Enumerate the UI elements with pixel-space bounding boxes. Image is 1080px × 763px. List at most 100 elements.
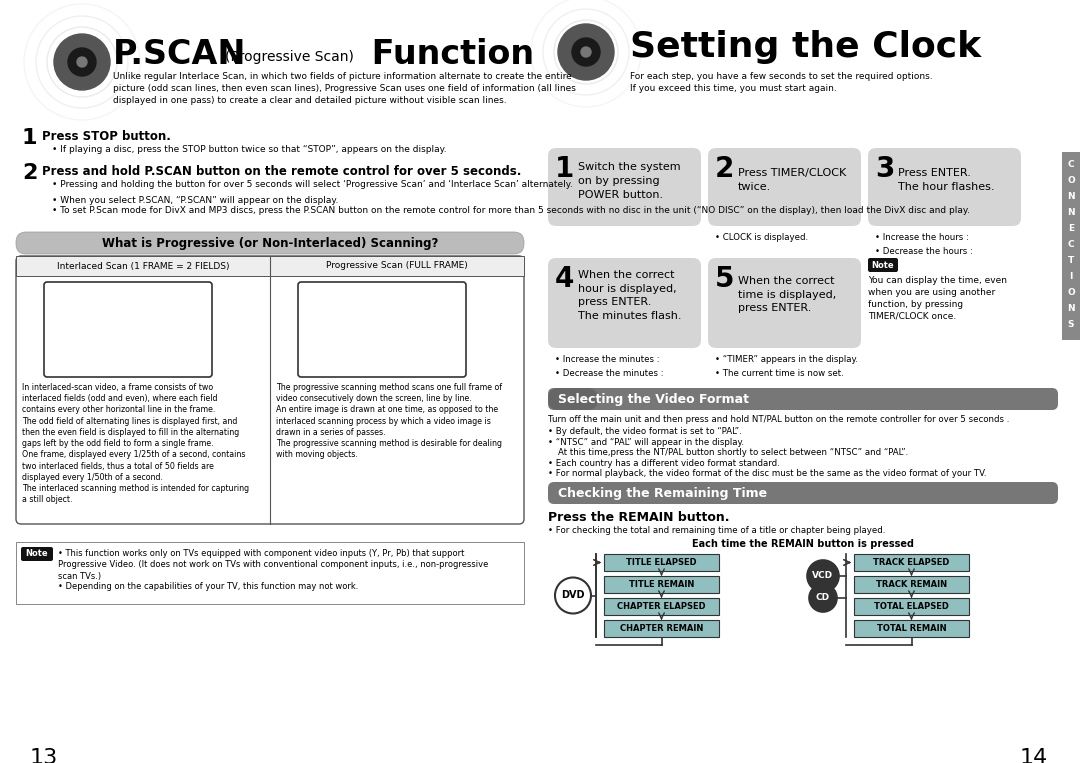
Text: Press TIMER/CLOCK
twice.: Press TIMER/CLOCK twice. — [738, 168, 847, 192]
Text: Press the REMAIN button.: Press the REMAIN button. — [548, 511, 729, 524]
Circle shape — [572, 38, 600, 66]
Text: What is Progressive (or Non-Interlaced) Scanning?: What is Progressive (or Non-Interlaced) … — [102, 237, 438, 250]
Bar — [604, 554, 719, 571]
FancyBboxPatch shape — [298, 282, 465, 377]
Text: 1: 1 — [555, 155, 575, 183]
Text: DVD: DVD — [562, 591, 584, 600]
FancyBboxPatch shape — [868, 258, 897, 272]
Bar — [854, 554, 969, 571]
Text: O: O — [1067, 288, 1075, 297]
Text: • Decrease the hours :: • Decrease the hours : — [875, 247, 973, 256]
FancyBboxPatch shape — [708, 148, 861, 226]
Text: 3: 3 — [875, 155, 894, 183]
Text: Switch the system
on by pressing
POWER button.: Switch the system on by pressing POWER b… — [578, 162, 680, 200]
Text: O: O — [1067, 176, 1075, 185]
Text: Turn off the main unit and then press and hold NT/PAL button on the remote contr: Turn off the main unit and then press an… — [548, 415, 1010, 424]
FancyBboxPatch shape — [868, 148, 1021, 226]
Circle shape — [581, 47, 591, 57]
Text: 4: 4 — [555, 265, 575, 293]
Text: • If playing a disc, press the STOP button twice so that “STOP”, appears on the : • If playing a disc, press the STOP butt… — [52, 145, 447, 154]
Text: You can display the time, even
when you are using another
function, by pressing
: You can display the time, even when you … — [868, 276, 1007, 320]
Text: For each step, you have a few seconds to set the required options.
If you exceed: For each step, you have a few seconds to… — [630, 72, 933, 93]
Text: CD: CD — [815, 594, 831, 603]
Text: CHAPTER REMAIN: CHAPTER REMAIN — [620, 624, 703, 633]
Text: 5: 5 — [715, 265, 734, 293]
FancyBboxPatch shape — [548, 388, 1058, 410]
Circle shape — [54, 34, 110, 90]
Circle shape — [809, 584, 837, 612]
Text: The progressive scanning method scans one full frame of
video consecutively down: The progressive scanning method scans on… — [276, 383, 502, 459]
FancyBboxPatch shape — [21, 547, 53, 561]
Text: • For normal playback, the video format of the disc must be the same as the vide: • For normal playback, the video format … — [548, 469, 986, 478]
Text: TITLE REMAIN: TITLE REMAIN — [629, 580, 694, 589]
Text: Note: Note — [872, 260, 894, 269]
Bar — [854, 576, 969, 593]
Text: Unlike regular Interlace Scan, in which two fields of picture information altern: Unlike regular Interlace Scan, in which … — [113, 72, 576, 105]
Text: ●: ● — [565, 389, 581, 408]
FancyBboxPatch shape — [548, 258, 701, 348]
Text: CHAPTER ELAPSED: CHAPTER ELAPSED — [617, 602, 706, 611]
FancyBboxPatch shape — [548, 482, 1058, 504]
Bar — [604, 598, 719, 615]
Text: • When you select P.SCAN, “P.SCAN” will appear on the display.: • When you select P.SCAN, “P.SCAN” will … — [52, 196, 338, 205]
Text: Function: Function — [360, 38, 535, 72]
Bar — [854, 598, 969, 615]
Text: TOTAL REMAIN: TOTAL REMAIN — [877, 624, 946, 633]
FancyBboxPatch shape — [708, 258, 861, 348]
Text: P.SCAN: P.SCAN — [113, 38, 246, 72]
Text: Each time the REMAIN button is pressed: Each time the REMAIN button is pressed — [692, 539, 914, 549]
Text: • CLOCK is displayed.: • CLOCK is displayed. — [715, 233, 808, 242]
Bar — [16, 256, 270, 276]
Text: N: N — [1067, 304, 1075, 313]
Text: 14: 14 — [1020, 748, 1048, 763]
Circle shape — [68, 48, 96, 76]
Circle shape — [77, 57, 87, 67]
Bar — [16, 542, 524, 604]
Text: At this time,press the NT/PAL button shortly to select between “NTSC” and “PAL”.: At this time,press the NT/PAL button sho… — [558, 448, 908, 457]
Text: • Decrease the minutes :: • Decrease the minutes : — [555, 369, 663, 378]
Bar — [604, 620, 719, 637]
Text: • Increase the minutes :: • Increase the minutes : — [555, 355, 660, 364]
Text: TRACK ELAPSED: TRACK ELAPSED — [874, 558, 949, 567]
Text: • Depending on the capabilities of your TV, this function may not work.: • Depending on the capabilities of your … — [58, 582, 359, 591]
FancyBboxPatch shape — [16, 256, 524, 524]
Text: • Each country has a different video format standard.: • Each country has a different video for… — [548, 459, 780, 468]
FancyBboxPatch shape — [548, 148, 701, 226]
Text: Selecting the Video Format: Selecting the Video Format — [558, 392, 750, 405]
Circle shape — [558, 24, 615, 80]
FancyBboxPatch shape — [16, 232, 524, 254]
Text: When the correct
time is displayed,
press ENTER.: When the correct time is displayed, pres… — [738, 276, 836, 313]
Circle shape — [807, 560, 839, 592]
Text: (Progressive Scan): (Progressive Scan) — [225, 50, 354, 64]
Text: TOTAL ELAPSED: TOTAL ELAPSED — [874, 602, 949, 611]
Text: TRACK REMAIN: TRACK REMAIN — [876, 580, 947, 589]
Text: 1: 1 — [22, 128, 38, 148]
Text: 2: 2 — [22, 163, 38, 183]
Text: In interlaced-scan video, a frame consists of two
interlaced fields (odd and eve: In interlaced-scan video, a frame consis… — [22, 383, 249, 504]
Text: Progressive Scan (FULL FRAME): Progressive Scan (FULL FRAME) — [326, 262, 468, 271]
Text: Checking the Remaining Time: Checking the Remaining Time — [558, 487, 767, 500]
Text: • By default, the video format is set to “PAL”.: • By default, the video format is set to… — [548, 427, 742, 436]
Text: N: N — [1067, 208, 1075, 217]
Text: When the correct
hour is displayed,
press ENTER.
The minutes flash.: When the correct hour is displayed, pres… — [578, 270, 681, 320]
Text: Interlaced Scan (1 FRAME = 2 FIELDS): Interlaced Scan (1 FRAME = 2 FIELDS) — [57, 262, 229, 271]
Text: C: C — [1068, 160, 1075, 169]
Text: I: I — [1069, 272, 1072, 281]
Text: • For checking the total and remaining time of a title or chapter being played.: • For checking the total and remaining t… — [548, 526, 886, 535]
Text: Press ENTER.
The hour flashes.: Press ENTER. The hour flashes. — [897, 168, 995, 192]
Text: Press STOP button.: Press STOP button. — [42, 130, 171, 143]
Text: • “TIMER” appears in the display.: • “TIMER” appears in the display. — [715, 355, 858, 364]
Bar — [1062, 152, 1080, 340]
Text: • “NTSC” and “PAL” will appear in the display.: • “NTSC” and “PAL” will appear in the di… — [548, 438, 744, 447]
Bar — [604, 576, 719, 593]
Bar — [270, 256, 524, 276]
Text: • Pressing and holding the button for over 5 seconds will select ‘Progressive Sc: • Pressing and holding the button for ov… — [52, 180, 572, 189]
Circle shape — [555, 578, 591, 613]
Text: S: S — [1068, 320, 1075, 329]
Text: E: E — [1068, 224, 1075, 233]
Bar — [854, 620, 969, 637]
Text: 2: 2 — [715, 155, 734, 183]
FancyBboxPatch shape — [548, 388, 598, 410]
Text: Note: Note — [26, 549, 49, 559]
Text: • Increase the hours :: • Increase the hours : — [875, 233, 969, 242]
